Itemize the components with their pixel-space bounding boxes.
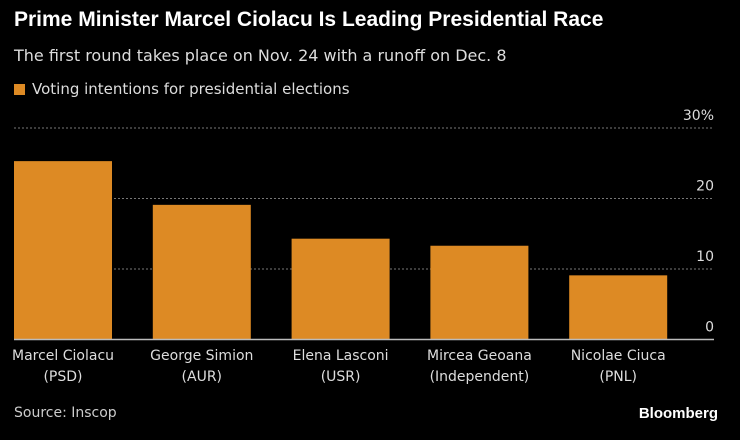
x-tick-label: Mircea Geoana bbox=[427, 348, 532, 364]
legend-label: Voting intentions for presidential elect… bbox=[32, 80, 350, 98]
bar bbox=[14, 161, 112, 340]
x-tick-label: Elena Lasconi bbox=[293, 348, 389, 364]
x-tick-label: (PNL) bbox=[599, 369, 637, 385]
bar bbox=[430, 245, 529, 340]
x-tick-label: George Simion bbox=[150, 348, 253, 364]
source-note: Source: Inscop bbox=[14, 405, 117, 421]
bar bbox=[291, 238, 390, 340]
x-tick-label: (AUR) bbox=[182, 369, 222, 385]
bar bbox=[152, 204, 251, 340]
x-tick-label: (Independent) bbox=[430, 369, 530, 385]
x-tick-label: Nicolae Ciuca bbox=[571, 348, 666, 364]
y-tick-label: 0 bbox=[705, 320, 714, 336]
bar bbox=[569, 275, 668, 340]
legend-swatch bbox=[14, 83, 25, 95]
legend: Voting intentions for presidential elect… bbox=[14, 80, 350, 98]
x-tick-label: (PSD) bbox=[43, 369, 82, 385]
bloomberg-logo: Bloomberg bbox=[638, 405, 718, 422]
x-tick-label: Marcel Ciolacu bbox=[12, 348, 114, 364]
y-tick-label: 20 bbox=[696, 179, 714, 195]
chart-subtitle: The first round takes place on Nov. 24 w… bbox=[14, 46, 507, 65]
y-tick-label: 10 bbox=[696, 249, 714, 265]
y-tick-label: 30% bbox=[683, 108, 714, 124]
chart-title: Prime Minister Marcel Ciolacu Is Leading… bbox=[14, 8, 604, 31]
x-tick-label: (USR) bbox=[321, 369, 361, 385]
